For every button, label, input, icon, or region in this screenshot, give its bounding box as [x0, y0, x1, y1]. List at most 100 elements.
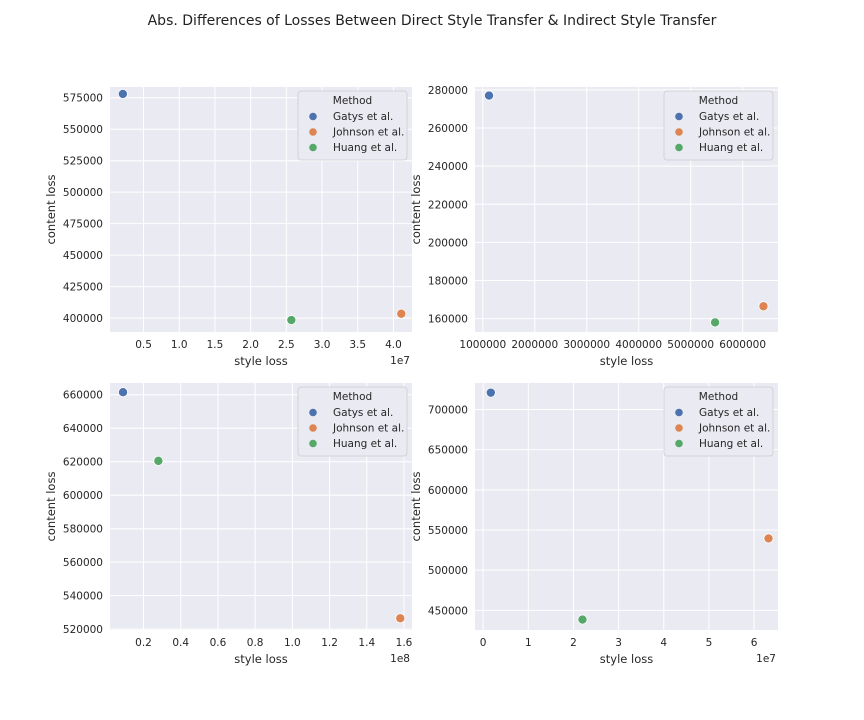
subplots: 0.5 1.0 1.5 2.0 2.5 3.0 3.5 4.04000004250004500…: [44, 85, 778, 666]
legend-marker: [675, 408, 683, 417]
x-tick-label: 1.0: [284, 637, 301, 649]
figure-title: Abs. Differences of Losses Between Direc…: [148, 13, 717, 29]
y-tick-label: 660000: [63, 390, 103, 402]
x-tick-label: 2.0: [242, 339, 259, 351]
legend-entry: Johnson et al.: [698, 127, 770, 139]
x-axis-label: style loss: [600, 652, 653, 666]
x-tick-label: 4000000: [615, 339, 662, 351]
legend-marker: [309, 408, 317, 417]
x-tick-label: 0.6: [210, 637, 227, 649]
subplot-4: 0 1 2 3 4 5 6 450000 500000 550000 600000 650000 700…: [409, 383, 778, 666]
legend-frame: [297, 90, 408, 161]
legend-entry: Gatys et al.: [333, 111, 393, 123]
x-tick-label: 1.2: [321, 637, 338, 649]
legend-entry: Gatys et al.: [699, 407, 759, 419]
data-point-1: [485, 387, 496, 398]
legend-title: Method: [333, 95, 372, 107]
legend-entry: Huang et al.: [333, 142, 397, 154]
legend-title: Method: [333, 391, 372, 403]
x-tick-label: 5000000: [667, 339, 714, 351]
y-tick-label: 525000: [63, 156, 103, 168]
y-tick-label: 560000: [63, 557, 103, 569]
y-tick-label: 280000: [428, 85, 468, 97]
y-tick-label: 240000: [428, 161, 468, 173]
x-tick-label: 0.8: [247, 637, 264, 649]
legend-entry: Gatys et al.: [699, 111, 759, 123]
x-tick-label: 1.0: [171, 339, 188, 351]
legend-entry: Johnson et al.: [332, 423, 404, 435]
y-tick-label: 180000: [428, 276, 468, 288]
y-tick-label: 450000: [63, 250, 103, 262]
y-tick-label: 540000: [63, 591, 103, 603]
x-tick-label: 0.4: [172, 637, 189, 649]
y-tick-label: 650000: [428, 445, 468, 457]
legend-entry: Gatys et al.: [333, 407, 393, 419]
y-tick-label: 160000: [428, 314, 468, 326]
x-tick-label: 2.5: [278, 339, 295, 351]
y-axis-label: content loss: [409, 175, 423, 245]
legend-marker: [675, 143, 683, 152]
data-point-3: [577, 614, 588, 625]
y-tick-label: 550000: [63, 124, 103, 136]
y-axis-label: content loss: [409, 472, 423, 542]
x-tick-label: 4.0: [385, 339, 402, 351]
x-tick-label: 6000000: [719, 339, 766, 351]
x-tick-label: 1.6: [396, 637, 413, 649]
x-tick-label: 3: [615, 637, 622, 649]
y-tick-label: 400000: [63, 313, 103, 325]
x-offset-label: 1e7: [756, 653, 776, 665]
legend-marker: [309, 128, 317, 136]
subplot-3: 0.2 0.4 0.6 0.8 1.0 1.2 1.4 1.6 520000 540000 5600…: [44, 383, 413, 666]
x-tick-label: 6: [751, 637, 758, 649]
y-tick-label: 200000: [428, 237, 468, 249]
x-tick-label: 1.5: [207, 339, 224, 351]
data-point-3: [286, 315, 297, 326]
y-tick-label: 450000: [428, 605, 468, 617]
legend-marker: [675, 128, 683, 136]
y-tick-label: 575000: [63, 93, 103, 105]
data-point-1: [118, 387, 129, 398]
y-tick-label: 600000: [63, 490, 103, 502]
x-tick-label: 3000000: [563, 339, 610, 351]
y-tick-label: 260000: [428, 123, 468, 135]
x-axis-label: style loss: [600, 354, 653, 368]
x-tick-label: 3.5: [349, 339, 366, 351]
y-axis-label: content loss: [44, 175, 58, 245]
legend-frame: [297, 386, 408, 457]
y-tick-label: 550000: [428, 525, 468, 537]
x-offset-label: 1e7: [390, 355, 410, 367]
legend-frame: [663, 386, 774, 457]
legend-entry: Johnson et al.: [698, 423, 770, 435]
data-point-1: [484, 90, 495, 101]
x-tick-label: 2000000: [511, 339, 558, 351]
y-tick-label: 600000: [428, 485, 468, 497]
data-point-3: [710, 317, 721, 328]
legend-entry: Huang et al.: [699, 438, 763, 450]
x-tick-label: 1.4: [358, 637, 375, 649]
subplot-2: 1000000 2000000 3000000 4000000 5000000 60000…: [409, 85, 778, 368]
legend-marker: [675, 112, 683, 121]
legend: Method Gatys et al. Johnson et al. Huang et…: [663, 90, 774, 161]
data-point-3: [153, 455, 164, 466]
x-tick-label: 2: [570, 637, 577, 649]
legend: Method Gatys et al. Johnson et al. Huang et…: [297, 386, 408, 457]
x-tick-label: 1000000: [459, 339, 506, 351]
legend-entry: Huang et al.: [333, 438, 397, 450]
legend-frame: [663, 90, 774, 161]
x-tick-label: 1: [525, 637, 532, 649]
data-point-2: [396, 308, 407, 319]
y-tick-label: 620000: [63, 457, 103, 469]
y-tick-label: 520000: [63, 624, 103, 636]
y-tick-label: 475000: [63, 219, 103, 231]
subplot-1: 0.5 1.0 1.5 2.0 2.5 3.0 3.5 4.0 400000 425000 4500…: [44, 87, 412, 368]
x-tick-label: 4: [660, 637, 667, 649]
y-tick-label: 700000: [428, 405, 468, 417]
legend: Method Gatys et al. Johnson et al. Huang et…: [297, 90, 408, 161]
x-axis-label: style loss: [234, 354, 287, 368]
y-axis-label: content loss: [44, 472, 58, 542]
x-offset-label: 1e8: [390, 653, 410, 665]
data-point-2: [395, 613, 406, 624]
data-point-2: [758, 301, 769, 312]
legend-marker: [309, 143, 317, 152]
legend: Method Gatys et al. Johnson et al. Huang et…: [663, 386, 774, 457]
